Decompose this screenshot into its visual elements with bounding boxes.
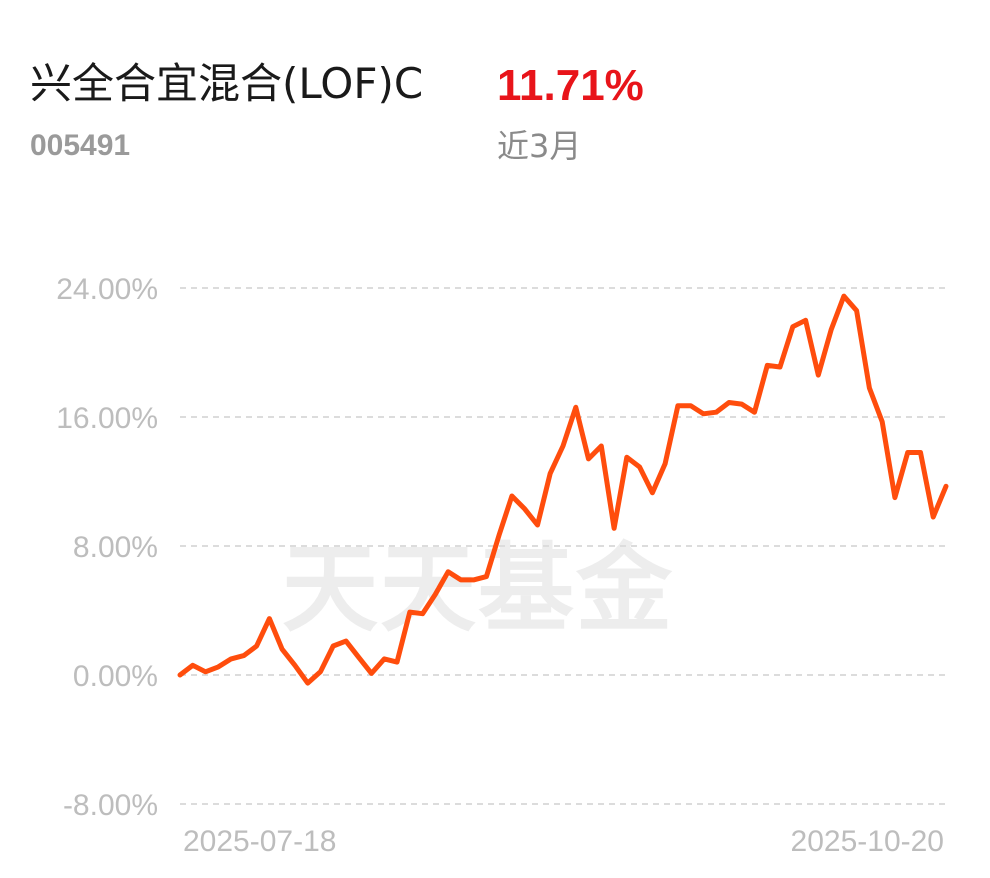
chart-series bbox=[177, 293, 949, 686]
fund-return-value: 11.71% bbox=[497, 61, 644, 110]
y-tick-label: 24.00% bbox=[56, 273, 158, 306]
y-tick-label: -8.00% bbox=[63, 789, 158, 822]
x-axis-ticks: 2025-07-18 2025-10-20 bbox=[183, 825, 944, 858]
y-tick-label: 0.00% bbox=[73, 660, 158, 693]
y-tick-label: 16.00% bbox=[56, 402, 158, 435]
fund-code: 005491 bbox=[30, 129, 131, 162]
x-tick-label: 2025-07-18 bbox=[183, 825, 336, 858]
y-tick-label: 8.00% bbox=[73, 531, 158, 564]
y-axis-ticks: 24.00% 16.00% 8.00% 0.00% -8.00% bbox=[56, 273, 158, 822]
watermark: 天天基金 bbox=[282, 532, 674, 645]
series-line bbox=[177, 293, 949, 686]
chart-grid bbox=[180, 287, 946, 805]
x-tick-label: 2025-10-20 bbox=[791, 825, 944, 858]
period-label: 近3月 bbox=[497, 127, 582, 165]
fund-name: 兴全合宜混合(LOF)C bbox=[30, 59, 424, 108]
